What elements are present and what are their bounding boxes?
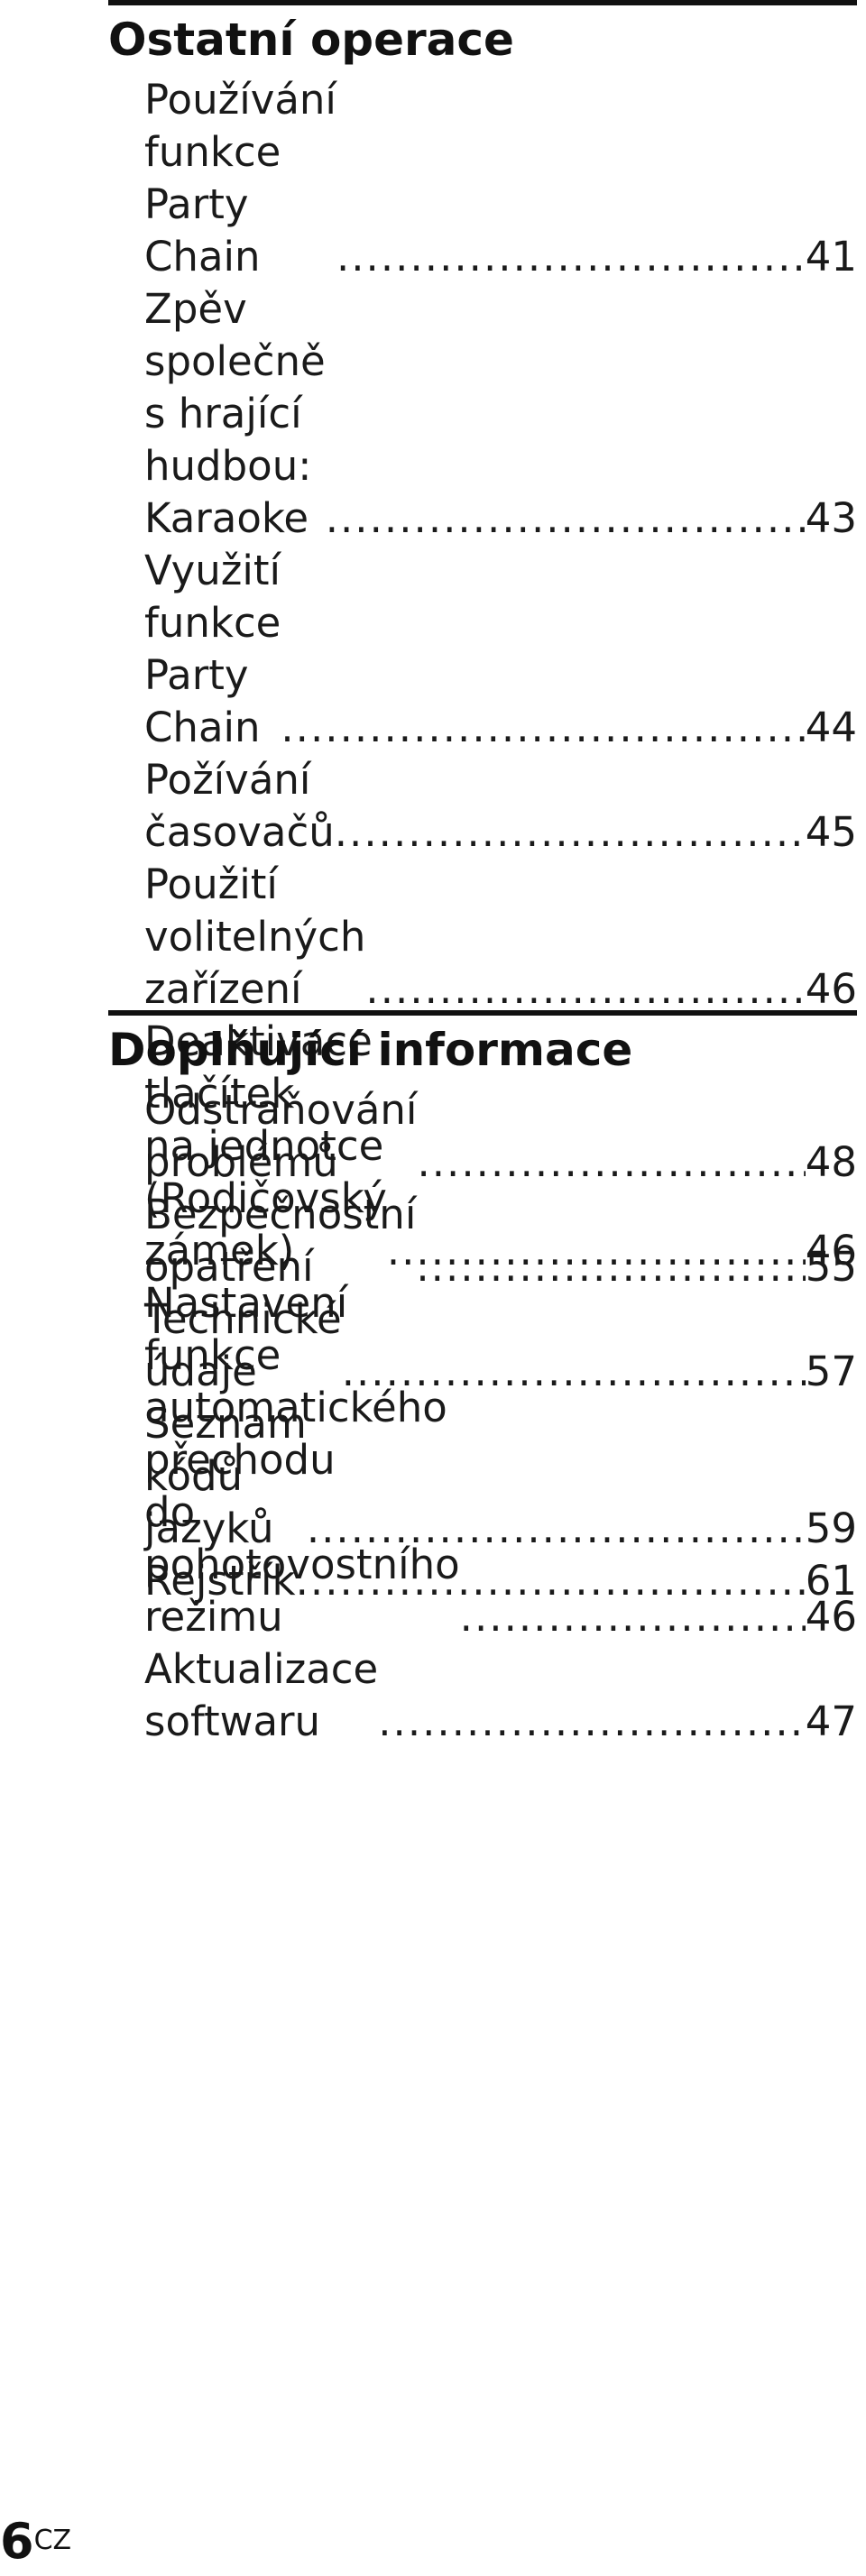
toc-leader-dots — [416, 1241, 805, 1293]
toc-entry[interactable]: Bezpečnostní opatření 55 — [144, 1189, 857, 1293]
toc-leader-dots — [281, 702, 805, 754]
toc-entry[interactable]: Požívání časovačů 45 — [144, 754, 857, 859]
toc-leader-dots — [365, 963, 805, 1016]
toc-page-number: 43 — [805, 494, 857, 542]
toc-entry-title: Požívání časovačů — [144, 756, 335, 856]
section-additional-info: Doplňující informace Odstraňování problé… — [108, 1010, 857, 1607]
toc-page-number: 46 — [805, 965, 857, 1013]
toc-page-number: 46 — [805, 1227, 857, 1274]
toc-leader-dots — [378, 1696, 806, 1748]
toc-page-number: 46 — [805, 1593, 857, 1641]
toc-entry[interactable]: Používání funkce Party Chain 41 — [144, 74, 857, 283]
toc-entry[interactable]: Deaktivace tlačítek na jednotce (Rodičov… — [144, 1016, 857, 1277]
section-rule — [108, 1010, 857, 1016]
toc-entry[interactable]: Seznam kódů jazyků 59 — [144, 1398, 857, 1555]
toc-page-number: 55 — [805, 1243, 857, 1291]
section-rule — [108, 0, 857, 5]
toc-leader-dots — [335, 806, 806, 859]
toc-entry[interactable]: Zpěv společně s hrající hudbou: Karaoke … — [144, 283, 857, 545]
language-code: CZ — [33, 2524, 72, 2556]
toc-list: Odstraňování problémů 48 Bezpečnostní op… — [108, 1084, 857, 1607]
toc-entry[interactable]: Odstraňování problémů 48 — [144, 1084, 857, 1189]
toc-leader-dots — [336, 231, 806, 283]
toc-entry-title: Deaktivace tlačítek na jednotce (Rodičov… — [144, 1017, 387, 1274]
toc-entry-title: Odstraňování problémů — [144, 1086, 418, 1186]
toc-entry[interactable]: Využití funkce Party Chain 44 — [144, 545, 857, 754]
toc-page-number: 44 — [805, 704, 857, 751]
toc-page-number: 45 — [805, 808, 857, 856]
toc-page-number: 57 — [805, 1348, 857, 1395]
toc-entry[interactable]: Technické údaje 57 — [144, 1293, 857, 1398]
toc-leader-dots — [342, 1346, 806, 1398]
page-number: 6 — [0, 2513, 34, 2570]
toc-leader-dots — [307, 1503, 806, 1555]
toc-entry-title: Použití volitelných zařízení — [144, 860, 366, 1013]
toc-leader-dots — [417, 1136, 805, 1189]
page-footer: 6CZ — [0, 2513, 71, 2570]
toc-entry-title: Rejstřík — [144, 1557, 296, 1605]
toc-page-number: 61 — [805, 1557, 857, 1605]
toc-page-number: 59 — [805, 1504, 857, 1552]
toc-page-number: 47 — [805, 1697, 857, 1745]
toc-entry[interactable]: Aktualizace softwaru 47 — [144, 1643, 857, 1748]
toc-entry-title: Technické údaje — [144, 1295, 342, 1395]
toc-leader-dots — [296, 1555, 806, 1607]
toc-entry-title: Využití funkce Party Chain — [144, 547, 281, 751]
section-heading: Doplňující informace — [108, 1024, 633, 1076]
toc-entry-title: Seznam kódů jazyků — [144, 1400, 307, 1552]
toc-entry-title: Aktualizace softwaru — [144, 1645, 379, 1745]
toc-entry-title: Používání funkce Party Chain — [144, 76, 336, 281]
toc-entry-title: Zpěv společně s hrající hudbou: Karaoke — [144, 285, 326, 542]
toc-entry-title: Bezpečnostní opatření — [144, 1191, 417, 1291]
toc-page-number: 48 — [805, 1138, 857, 1186]
section-heading: Ostatní operace — [108, 14, 514, 66]
toc-entry[interactable]: Rejstřík 61 — [144, 1555, 857, 1607]
toc-page-number: 41 — [805, 233, 857, 281]
toc-entry[interactable]: Použití volitelných zařízení 46 — [144, 859, 857, 1016]
toc-leader-dots — [326, 492, 806, 545]
